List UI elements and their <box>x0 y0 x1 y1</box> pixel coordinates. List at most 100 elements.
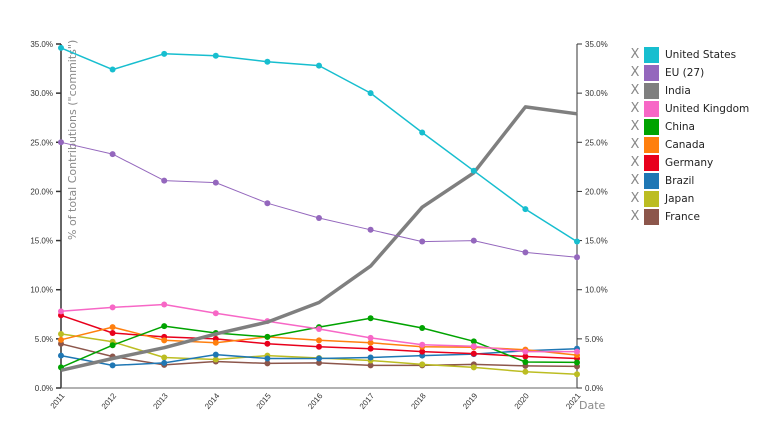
data-point[interactable] <box>58 336 64 343</box>
data-point[interactable] <box>470 237 477 244</box>
data-point[interactable] <box>58 308 64 315</box>
data-point[interactable] <box>574 238 580 245</box>
data-point[interactable] <box>212 339 219 346</box>
legend-item-united-kingdom[interactable]: X United Kingdom <box>628 100 749 118</box>
data-point[interactable] <box>109 342 116 349</box>
remove-series-icon[interactable]: X <box>630 101 640 116</box>
remove-series-icon[interactable]: X <box>630 209 640 224</box>
legend-swatch[interactable] <box>644 173 659 189</box>
legend-swatch[interactable] <box>644 101 659 117</box>
remove-series-icon[interactable]: X <box>630 83 640 98</box>
data-point[interactable] <box>522 206 529 213</box>
data-point[interactable] <box>161 359 168 366</box>
data-point[interactable] <box>316 337 322 344</box>
data-point[interactable] <box>109 324 116 331</box>
data-point[interactable] <box>470 338 477 345</box>
data-point[interactable] <box>522 368 529 375</box>
data-point[interactable] <box>316 343 322 350</box>
remove-series-icon[interactable]: X <box>630 155 640 170</box>
legend-item-brazil[interactable]: X Brazil <box>628 172 749 190</box>
legend-swatch[interactable] <box>644 83 659 99</box>
data-point[interactable] <box>574 348 580 355</box>
remove-series-icon[interactable]: X <box>630 47 640 62</box>
data-point[interactable] <box>109 151 116 158</box>
series-line[interactable] <box>60 141 578 258</box>
remove-series-icon[interactable]: X <box>630 137 640 152</box>
remove-series-icon[interactable]: X <box>630 191 640 206</box>
series-india[interactable] <box>60 105 578 373</box>
data-point[interactable] <box>212 310 219 317</box>
series-eu-27[interactable] <box>58 139 580 261</box>
data-point[interactable] <box>109 362 116 369</box>
data-point[interactable] <box>316 214 322 221</box>
data-point[interactable] <box>419 361 426 368</box>
data-point[interactable] <box>212 351 219 358</box>
data-point[interactable] <box>264 355 271 362</box>
data-point[interactable] <box>367 362 374 369</box>
legend-item-eu-27[interactable]: X EU (27) <box>628 64 749 82</box>
data-point[interactable] <box>58 330 64 337</box>
legend-item-india[interactable]: X India <box>628 82 749 100</box>
legend-item-france[interactable]: X France <box>628 208 749 226</box>
data-point[interactable] <box>212 179 219 186</box>
data-point[interactable] <box>316 355 322 362</box>
data-point[interactable] <box>419 129 426 136</box>
data-point[interactable] <box>574 254 580 261</box>
data-point[interactable] <box>574 371 580 378</box>
legend-item-japan[interactable]: X Japan <box>628 190 749 208</box>
data-point[interactable] <box>419 238 426 245</box>
data-point[interactable] <box>58 352 64 359</box>
data-point[interactable] <box>316 62 322 69</box>
data-point[interactable] <box>522 353 529 360</box>
data-point[interactable] <box>161 323 168 330</box>
series-line[interactable] <box>60 105 578 373</box>
legend-item-china[interactable]: X China <box>628 118 749 136</box>
data-point[interactable] <box>367 90 374 97</box>
data-point[interactable] <box>109 304 116 311</box>
data-point[interactable] <box>58 139 64 146</box>
data-point[interactable] <box>574 359 580 366</box>
legend-swatch[interactable] <box>644 155 659 171</box>
data-point[interactable] <box>161 354 168 361</box>
legend-swatch[interactable] <box>644 119 659 135</box>
data-point[interactable] <box>264 200 271 207</box>
data-point[interactable] <box>470 364 477 371</box>
data-point[interactable] <box>58 44 64 51</box>
data-point[interactable] <box>470 343 477 350</box>
data-point[interactable] <box>522 249 529 256</box>
remove-series-icon[interactable]: X <box>630 173 640 188</box>
data-point[interactable] <box>470 350 477 357</box>
data-point[interactable] <box>367 315 374 322</box>
data-point[interactable] <box>316 359 322 366</box>
data-point[interactable] <box>419 341 426 348</box>
data-point[interactable] <box>212 52 219 59</box>
data-point[interactable] <box>367 226 374 233</box>
data-point[interactable] <box>109 329 116 336</box>
legend-swatch[interactable] <box>644 191 659 207</box>
data-point[interactable] <box>161 50 168 57</box>
data-point[interactable] <box>264 360 271 367</box>
legend-item-united-states[interactable]: X United States <box>628 46 749 64</box>
data-point[interactable] <box>264 58 271 65</box>
legend-swatch[interactable] <box>644 47 659 63</box>
data-point[interactable] <box>316 326 322 333</box>
data-point[interactable] <box>419 348 426 355</box>
series-united-states[interactable] <box>58 44 580 245</box>
legend-item-germany[interactable]: X Germany <box>628 154 749 172</box>
data-point[interactable] <box>367 354 374 361</box>
data-point[interactable] <box>212 356 219 363</box>
data-point[interactable] <box>522 348 529 355</box>
data-point[interactable] <box>161 301 168 308</box>
data-point[interactable] <box>522 358 529 365</box>
data-point[interactable] <box>367 345 374 352</box>
remove-series-icon[interactable]: X <box>630 119 640 134</box>
data-point[interactable] <box>470 167 477 174</box>
data-point[interactable] <box>109 66 116 73</box>
data-point[interactable] <box>367 339 374 346</box>
data-point[interactable] <box>161 177 168 184</box>
legend-swatch[interactable] <box>644 137 659 153</box>
legend-swatch[interactable] <box>644 209 659 225</box>
legend-swatch[interactable] <box>644 65 659 81</box>
data-point[interactable] <box>264 340 271 347</box>
data-point[interactable] <box>419 325 426 332</box>
